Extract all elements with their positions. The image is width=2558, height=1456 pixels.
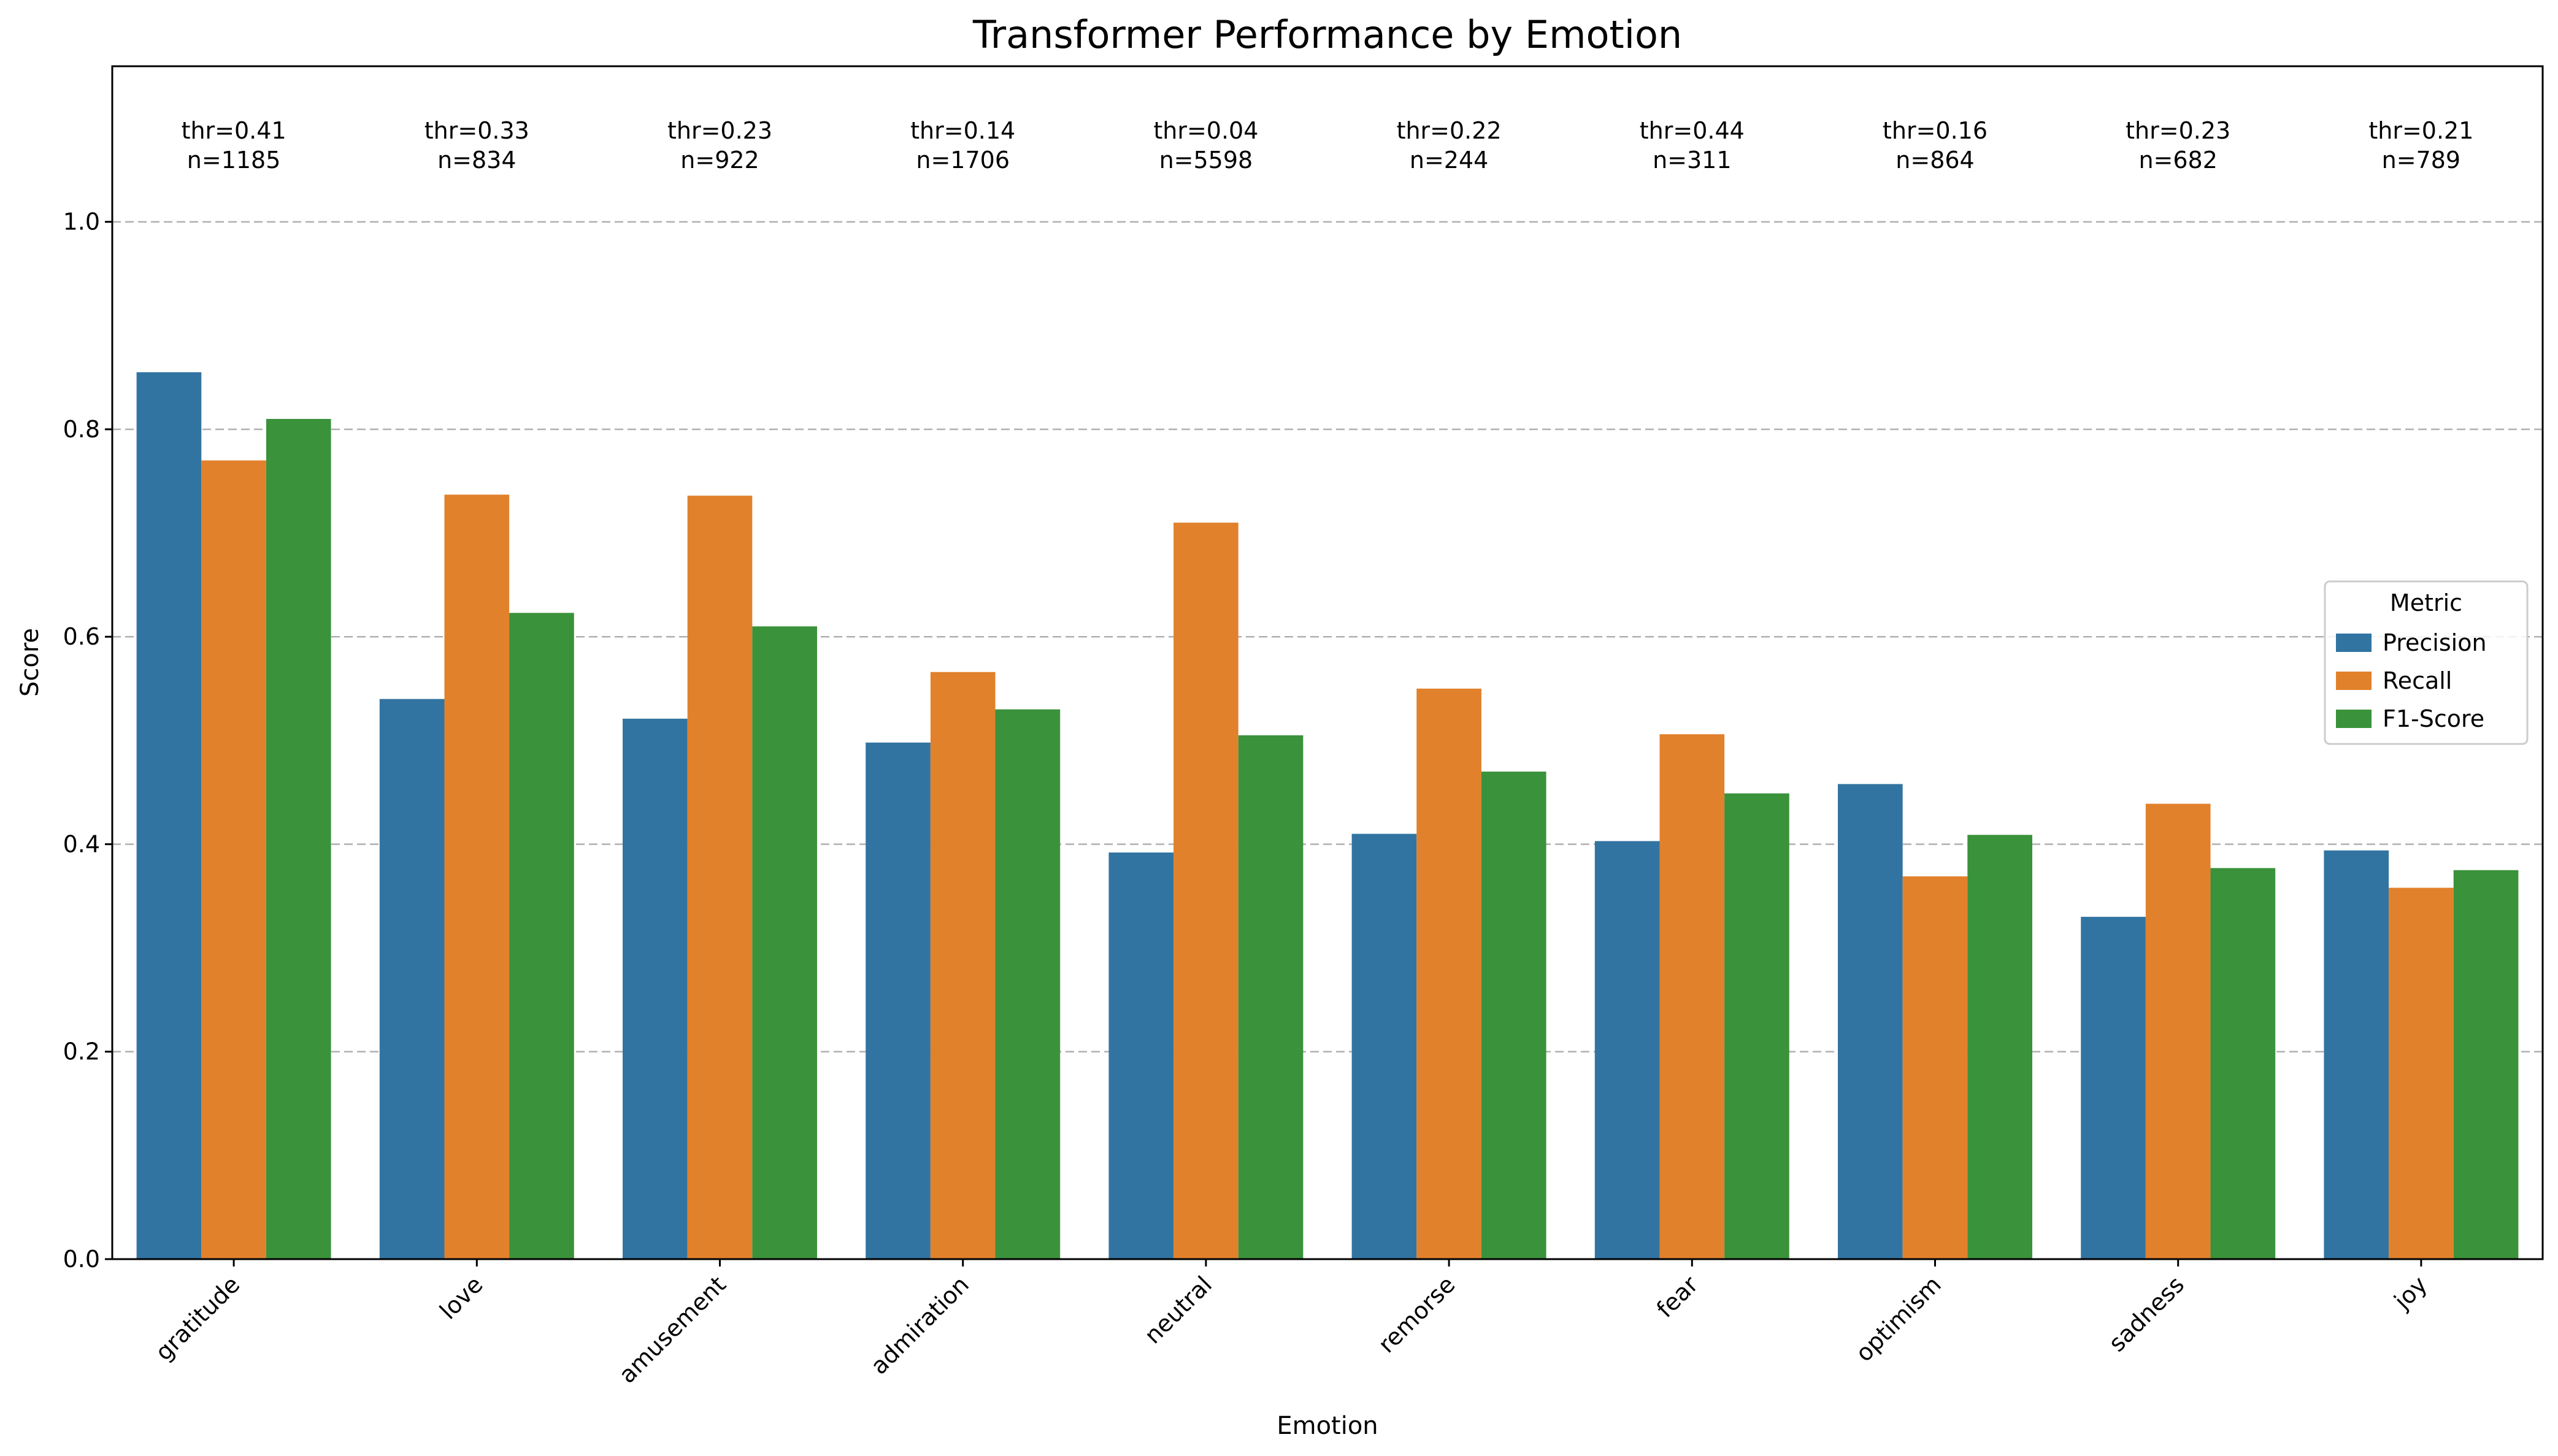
annotation-count: n=311 [1653, 147, 1731, 174]
x-tick-label: joy [2389, 1271, 2433, 1315]
x-tick-label: remorse [1373, 1271, 1460, 1358]
y-tick-label: 0.4 [63, 830, 100, 857]
chart-title: Transformer Performance by Emotion [972, 12, 1682, 57]
bar-optimism-f1-score [1967, 835, 2032, 1259]
legend-swatch-recall [2336, 672, 2372, 690]
bar-gratitude-f1-score [266, 419, 331, 1259]
x-tick-label: love [434, 1271, 488, 1324]
bar-fear-recall [1659, 734, 1725, 1259]
annotation-threshold: thr=0.44 [1640, 117, 1745, 144]
bar-sadness-precision [2081, 916, 2146, 1259]
bar-amusement-f1-score [752, 626, 817, 1259]
bar-love-recall [444, 494, 510, 1259]
bar-admiration-precision [866, 742, 931, 1259]
bar-amusement-precision [623, 718, 688, 1259]
bar-group-annotations: thr=0.41 n=1185 thr=0.33 n=834 thr=0.23 n=922… [182, 117, 2474, 174]
legend-frame [2324, 580, 2529, 745]
annotation-count: n=244 [1410, 147, 1488, 174]
bar-sadness-f1-score [2210, 868, 2276, 1259]
x-axis-label: Emotion [1277, 1412, 1378, 1440]
bar-remorse-recall [1416, 688, 1481, 1259]
y-tick-label: 0.6 [63, 623, 100, 650]
annotation-count: n=5598 [1159, 147, 1253, 174]
legend-label-recall: Recall [2383, 667, 2452, 694]
y-tick-label: 1.0 [63, 209, 100, 236]
annotation-threshold: thr=0.22 [1397, 117, 1502, 144]
bar-neutral-f1-score [1238, 735, 1304, 1259]
bar-joy-recall [2389, 887, 2454, 1259]
bar-admiration-f1-score [995, 709, 1061, 1259]
bar-neutral-recall [1173, 523, 1239, 1260]
bar-joy-precision [2324, 850, 2389, 1259]
x-tick-label: optimism [1850, 1271, 1946, 1366]
x-tick-label: sadness [2103, 1271, 2189, 1357]
bar-amusement-recall [687, 496, 753, 1260]
x-tick-label: admiration [866, 1271, 974, 1379]
annotation-count: n=789 [2382, 147, 2460, 174]
y-tick-label: 0.8 [63, 416, 100, 443]
annotation-count: n=682 [2138, 147, 2217, 174]
annotation-count: n=922 [680, 147, 759, 174]
annotation-threshold: thr=0.04 [1153, 117, 1258, 144]
annotation-threshold: thr=0.23 [667, 117, 772, 144]
legend-label-f1-score: F1-Score [2383, 705, 2484, 732]
y-axis-label: Score [16, 628, 44, 697]
annotation-threshold: thr=0.14 [910, 117, 1015, 144]
legend-swatch-precision [2336, 634, 2372, 652]
annotation-count: n=834 [437, 147, 516, 174]
legend: Metric Precision Recall F1-Score [2324, 580, 2529, 745]
bar-sadness-recall [2145, 803, 2211, 1259]
annotation-count: n=1185 [187, 147, 281, 174]
annotation-count: n=1706 [916, 147, 1010, 174]
bar-fear-precision [1594, 841, 1660, 1259]
bar-gratitude-recall [201, 460, 266, 1259]
bar-gratitude-precision [136, 372, 202, 1259]
bar-love-precision [379, 699, 445, 1259]
x-axis-ticks: gratitude love amusement admiration neutral r… [150, 1259, 2433, 1389]
annotation-threshold: thr=0.33 [424, 117, 529, 144]
bar-joy-f1-score [2453, 870, 2519, 1259]
annotation-count: n=864 [1895, 147, 1974, 174]
x-tick-label: amusement [613, 1271, 731, 1389]
bar-optimism-recall [1902, 876, 1968, 1259]
legend-swatch-f1-score [2336, 710, 2372, 728]
bar-admiration-recall [930, 672, 996, 1259]
y-tick-label: 0.0 [63, 1246, 100, 1273]
bars [136, 372, 2519, 1260]
legend-label-precision: Precision [2383, 629, 2487, 656]
bar-remorse-precision [1351, 833, 1417, 1259]
x-tick-label: neutral [1139, 1271, 1217, 1349]
bar-fear-f1-score [1724, 793, 1789, 1259]
annotation-threshold: thr=0.16 [1883, 117, 1988, 144]
legend-title: Metric [2390, 589, 2462, 616]
bar-neutral-precision [1108, 853, 1174, 1259]
y-axis-ticks: 0.0 0.2 0.4 0.6 0.8 1.0 [63, 209, 112, 1273]
bar-love-f1-score [509, 613, 574, 1259]
annotation-threshold: thr=0.21 [2368, 117, 2473, 144]
bar-remorse-f1-score [1481, 772, 1546, 1259]
annotation-threshold: thr=0.23 [2126, 117, 2230, 144]
y-tick-label: 0.2 [63, 1038, 100, 1065]
bar-optimism-precision [1838, 784, 1903, 1259]
annotation-threshold: thr=0.41 [182, 117, 286, 144]
plot-frame [111, 65, 2544, 1260]
x-tick-label: fear [1651, 1271, 1703, 1323]
x-tick-label: gratitude [150, 1271, 245, 1366]
